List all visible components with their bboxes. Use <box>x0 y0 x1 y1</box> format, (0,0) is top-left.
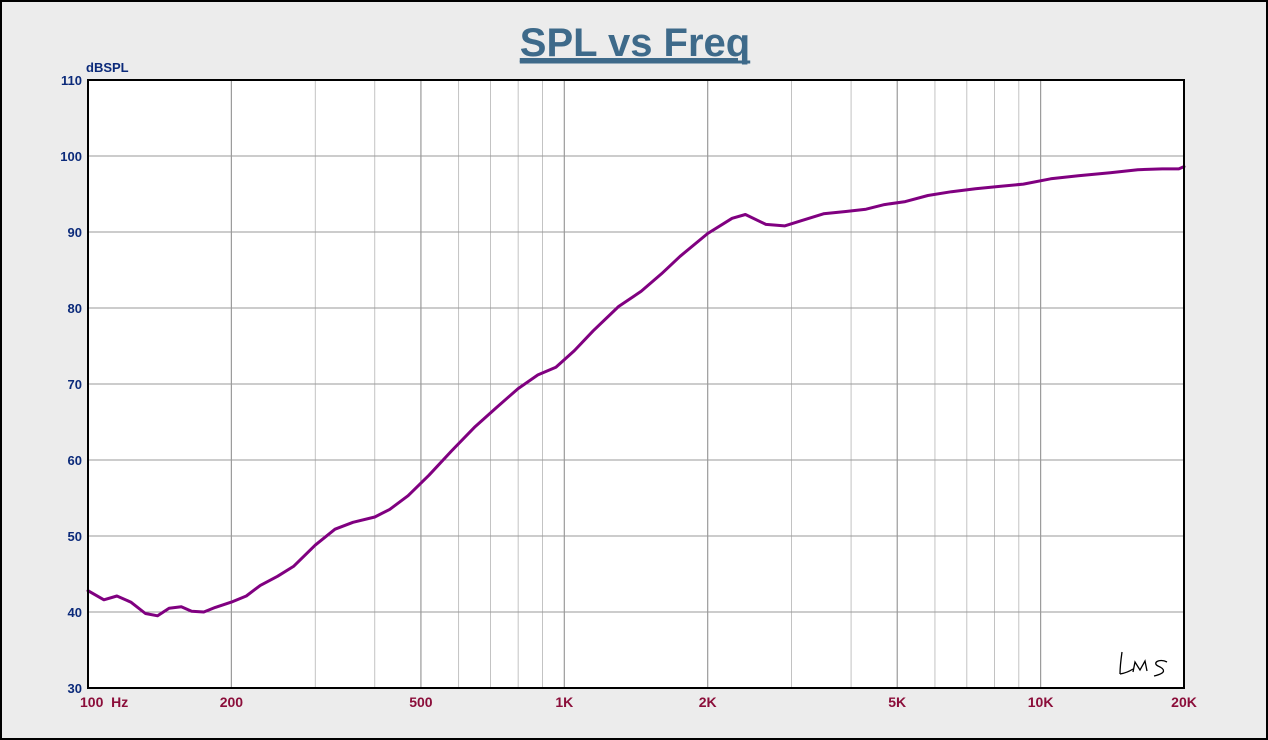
chart-title: SPL vs Freq <box>520 21 750 65</box>
x-tick-label: 2K <box>699 694 717 710</box>
y-tick-label: 80 <box>68 301 82 316</box>
y-tick-label: 50 <box>68 529 82 544</box>
x-tick-label: 5K <box>888 694 906 710</box>
y-tick-label: 90 <box>68 225 82 240</box>
x-tick-label: 1K <box>555 694 573 710</box>
x-tick-label: 500 <box>409 694 433 710</box>
y-tick-label: 40 <box>68 605 82 620</box>
y-ticks: 30 40 50 60 70 80 90 100 110 <box>60 73 82 696</box>
y-axis-label: dBSPL <box>86 60 129 75</box>
y-tick-label: 110 <box>61 73 82 88</box>
x-tick-label: 10K <box>1028 694 1054 710</box>
y-tick-label: 60 <box>68 453 82 468</box>
x-tick-label: 20K <box>1171 694 1197 710</box>
lms-watermark <box>1119 651 1168 677</box>
y-tick-label: 30 <box>68 681 82 696</box>
plot-border <box>87 79 1185 689</box>
y-tick-label: 70 <box>68 377 82 392</box>
x-tick-label: 200 <box>220 694 244 710</box>
spl-curve <box>86 165 1186 618</box>
x-ticks: 100 Hz 200 500 1K 2K 5K 10K 20K <box>80 694 1197 710</box>
y-tick-label: 100 <box>60 149 82 164</box>
grid <box>88 80 1184 688</box>
x-tick-label: 100 Hz <box>80 694 128 710</box>
